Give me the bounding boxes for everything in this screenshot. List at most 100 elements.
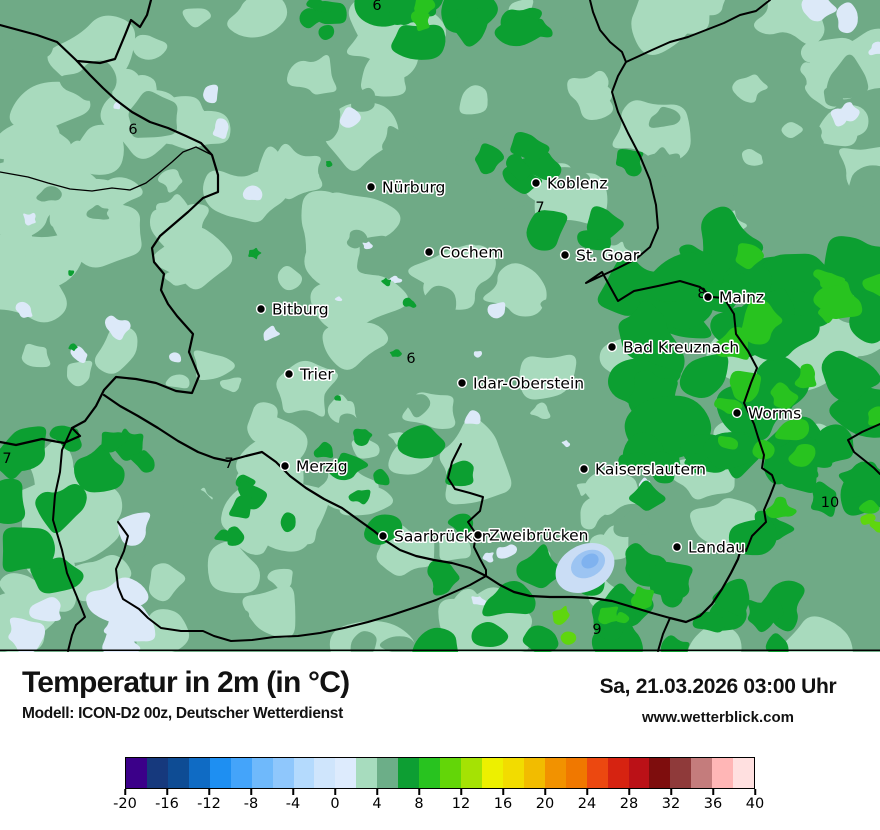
colorbar-segment (126, 758, 147, 788)
colorbar-segment (440, 758, 461, 788)
temperature-value: 6 (128, 122, 137, 138)
colorbar-tick (628, 789, 630, 795)
colorbar-tick-label: 28 (619, 796, 639, 812)
colorbar-segment (293, 758, 315, 788)
colorbar-tick-label: -12 (197, 796, 221, 812)
colorbar-tick (460, 789, 462, 795)
weather-map: 6 6 7 8 6 7 7 10 9 Nürburg Koblenz Cochem St. Goar Bi… (0, 0, 880, 652)
colorbar-tick (166, 789, 168, 795)
paleblue-ne (801, 0, 880, 127)
city-marker: Zweibrücken (472, 525, 590, 546)
city-marker: Nürburg (365, 177, 447, 198)
colorbar-tick (292, 789, 294, 795)
city-dot (559, 249, 571, 261)
colorbar-segment (167, 758, 189, 788)
green-koblenz (475, 132, 644, 251)
city-dot (255, 303, 267, 315)
website-label: www.wetterblick.com (642, 709, 794, 726)
city-markers: Nürburg Koblenz Cochem St. Goar Bitburg Mainz… (255, 173, 803, 558)
city-marker: Merzig (279, 456, 349, 477)
city-marker: Bad Kreuznach (606, 337, 741, 358)
green-saar-w (0, 425, 144, 594)
city-dot (283, 368, 295, 380)
city-marker: Bitburg (255, 299, 330, 320)
temperature-value: 6 (406, 351, 415, 367)
city-dot (671, 541, 683, 553)
temperature-value: 9 (592, 622, 601, 638)
colorbar-segment (628, 758, 650, 788)
colorbar-segment (419, 758, 441, 788)
colorbar-tick-label: 4 (372, 796, 382, 812)
colorbar-tick (376, 789, 378, 795)
colorbar-segment (733, 758, 755, 788)
city-dot (606, 341, 618, 353)
colorbar-tick-label: -16 (155, 796, 179, 812)
colorbar-tick (754, 789, 756, 795)
map-layers: 6 6 7 8 6 7 7 10 9 Nürburg Koblenz Cochem St. Goar Bi… (0, 0, 880, 652)
colorbar-segment (586, 758, 608, 788)
colorbar-tick-label: -8 (243, 796, 259, 812)
colorbar-segment (565, 758, 587, 788)
city-dot (472, 529, 484, 541)
colorbar-segment (502, 758, 524, 788)
colorbar-tick (712, 789, 714, 795)
colorbar-segment (691, 758, 713, 788)
city-label: Kaiserslautern (595, 461, 706, 479)
city-marker: Kaiserslautern (578, 459, 707, 480)
city-label: Saarbrücken (394, 528, 492, 546)
colorbar-segment (461, 758, 482, 788)
city-dot (423, 246, 435, 258)
green-e2 (618, 432, 708, 511)
colorbar-segment (209, 758, 231, 788)
city-dot (456, 377, 468, 389)
city-label: St. Goar (576, 247, 640, 265)
city-dot (702, 291, 714, 303)
yellowgreen-10 (860, 513, 880, 533)
yellowgreen-s (552, 605, 577, 645)
green-br (692, 578, 805, 652)
colorbar-tick (502, 789, 504, 795)
brightgreen-s (598, 586, 655, 625)
city-label: Mainz (719, 289, 764, 307)
temperature-colorbar (125, 757, 755, 789)
colorbar-segment (230, 758, 252, 788)
colorbar-segment (188, 758, 210, 788)
colorbar-tick (124, 789, 126, 795)
colorbar-segment (523, 758, 545, 788)
colorbar-tick (586, 789, 588, 795)
city-label: Bad Kreuznach (623, 339, 739, 357)
paleblue-nw (15, 84, 361, 364)
colorbar-tick-label: 40 (745, 796, 765, 812)
temperature-value: 7 (2, 451, 11, 467)
city-label: Merzig (296, 458, 348, 476)
colorbar-tick-label: 0 (330, 796, 340, 812)
colorbar-tick (418, 789, 420, 795)
temperature-value: 7 (535, 200, 544, 216)
colorbar-segment (712, 758, 734, 788)
colorbar-segment (335, 758, 357, 788)
colorbar-segment (481, 758, 503, 788)
colorbar-tick (208, 789, 210, 795)
city-marker: St. Goar (559, 245, 641, 266)
colorbar-tick-label: 8 (414, 796, 424, 812)
city-marker: Cochem (423, 242, 505, 263)
colorbar-segment (377, 758, 399, 788)
colorbar-tick-label: 16 (493, 796, 513, 812)
colorbar-tick (250, 789, 252, 795)
city-label: Landau (688, 539, 745, 557)
temperature-value: 6 (372, 0, 381, 14)
city-dot (578, 463, 590, 475)
city-marker: Idar-Oberstein (456, 373, 586, 394)
colorbar-segment (607, 758, 629, 788)
colorbar-segment (670, 758, 692, 788)
colorbar-tick (334, 789, 336, 795)
model-caption: Modell: ICON-D2 00z, Deutscher Wetterdie… (22, 705, 343, 722)
city-marker: Saarbrücken (377, 526, 493, 547)
city-label: Idar-Oberstein (473, 375, 584, 393)
city-marker: Mainz (702, 287, 766, 308)
brightgreen-se (717, 418, 880, 519)
state-borders (0, 0, 880, 652)
colorbar-segment (649, 758, 671, 788)
colorbar-tick-label: -20 (113, 796, 137, 812)
